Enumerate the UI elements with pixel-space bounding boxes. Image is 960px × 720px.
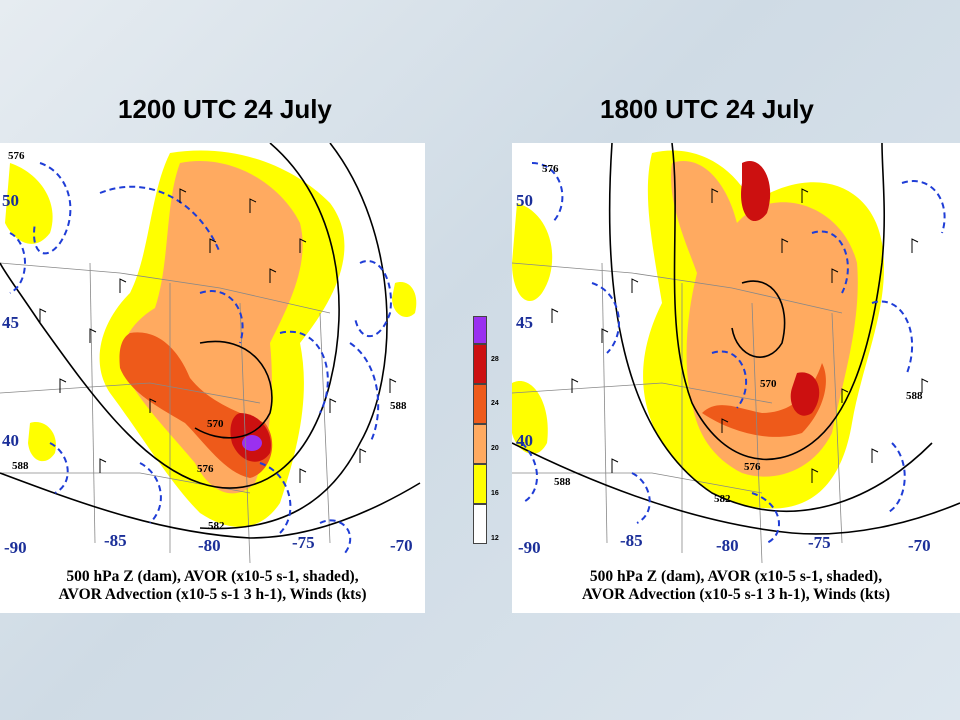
wind-barbs (39, 188, 397, 483)
political-borders (0, 262, 331, 564)
colorbar-label: 28 (491, 356, 499, 363)
lat-label-50: 50 (2, 191, 19, 210)
colorbar-segment-orange (473, 424, 487, 464)
lat-label-45: 45 (2, 313, 19, 332)
lat-label-45: 45 (516, 313, 533, 332)
colorbar-segment-white (473, 504, 487, 544)
height-label: 576 (744, 461, 761, 473)
avor-advection-contours (9, 162, 392, 554)
lon-label-75: -75 (292, 533, 315, 552)
colorbar-label: 24 (491, 400, 499, 407)
avor-shade-darkred-east (790, 372, 820, 416)
right-panel-caption: 500 hPa Z (dam), AVOR (x10-5 s-1, shaded… (512, 568, 960, 604)
colorbar-label: 16 (491, 490, 499, 497)
avor-shade-yellow-sw (512, 381, 548, 454)
height-label: 576 (197, 463, 214, 475)
height-label: 588 (390, 400, 407, 412)
height-label: 576 (8, 150, 25, 162)
height-label: 588 (554, 476, 571, 488)
political-borders (512, 262, 843, 564)
height-label: 576 (542, 163, 559, 175)
caption-line-2: AVOR Advection (x10-5 s-1 3 h-1), Winds … (58, 586, 367, 603)
colorbar-segment-yellow (473, 464, 487, 504)
lon-label-85: -85 (104, 531, 127, 550)
avor-shade-yellow-west (512, 203, 553, 302)
avor-shade-yellow-east (392, 282, 417, 318)
avor-shade-yellow-sw (28, 422, 56, 462)
map-1200utc-graphic (0, 143, 421, 564)
caption-line-2: AVOR Advection (x10-5 s-1 3 h-1), Winds … (581, 586, 890, 603)
wind-barbs (551, 188, 929, 483)
avor-advection-contours (521, 162, 946, 544)
avor-shade-darkred-north (741, 161, 771, 222)
avor-shade-purple (242, 435, 262, 451)
map-panel-1200utc: 50 45 40 -90 -85 -80 -75 -70 576 570 576… (0, 143, 425, 613)
lon-label-70: -70 (390, 536, 413, 555)
lon-label-80: -80 (198, 536, 221, 555)
lon-label-90: -90 (518, 538, 541, 557)
lon-label-85: -85 (620, 531, 643, 550)
avor-shade-red (702, 363, 826, 437)
lon-label-75: -75 (808, 533, 831, 552)
height-label: 582 (714, 493, 731, 505)
colorbar-segment-darkred (473, 344, 487, 384)
lat-label-40: 40 (2, 431, 19, 450)
colorbar-label: 20 (491, 445, 499, 452)
height-label: 588 (906, 390, 923, 402)
height-label: 570 (760, 378, 777, 390)
lon-label-80: -80 (716, 536, 739, 555)
height-label: 582 (208, 520, 225, 532)
lon-label-70: -70 (908, 536, 931, 555)
right-panel-title: 1800 UTC 24 July (600, 94, 814, 124)
avor-shade-yellow-west (5, 163, 53, 244)
caption-line-1: 500 hPa Z (dam), AVOR (x10-5 s-1, shaded… (589, 568, 883, 585)
caption-line-1: 500 hPa Z (dam), AVOR (x10-5 s-1, shaded… (66, 568, 359, 585)
lon-label-90: -90 (4, 538, 27, 557)
left-panel-caption: 500 hPa Z (dam), AVOR (x10-5 s-1, shaded… (0, 568, 425, 604)
height-label: 570 (207, 418, 224, 430)
left-panel-title: 1200 UTC 24 July (118, 94, 332, 124)
colorbar-segment-red (473, 384, 487, 424)
height-label: 588 (12, 460, 29, 472)
colorbar-segment-purple (473, 316, 487, 344)
map-panel-1800utc: 50 45 40 -90 -85 -80 -75 -70 576 570 576… (512, 143, 960, 613)
avor-colorbar (473, 316, 487, 544)
colorbar-label: 12 (491, 535, 499, 542)
height-contours (512, 143, 960, 535)
map-1800utc-graphic (512, 143, 960, 564)
lat-label-50: 50 (516, 191, 533, 210)
lat-label-40: 40 (516, 431, 533, 450)
